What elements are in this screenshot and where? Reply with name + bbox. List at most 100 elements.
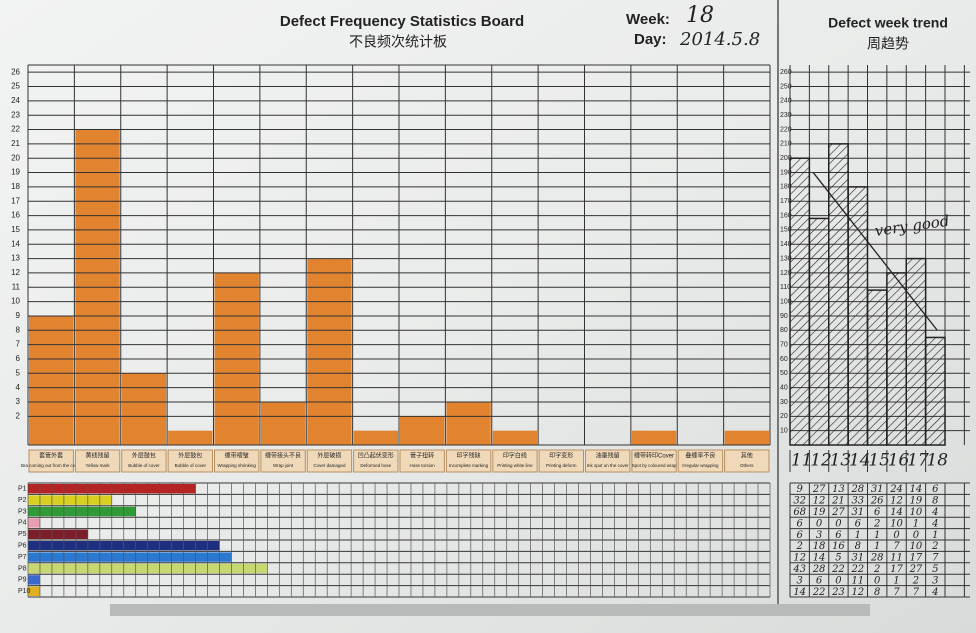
- bar: [28, 552, 232, 562]
- x-tick-label-cn: 缠带转印Cover: [634, 452, 674, 460]
- table-cell: 22: [850, 564, 864, 575]
- table-cell: 18: [813, 541, 826, 552]
- table-cell: 8: [932, 496, 938, 507]
- table-cell: 17: [910, 553, 923, 564]
- table-cell: 1: [874, 541, 880, 552]
- table-cell: 2: [873, 564, 880, 575]
- title: Defect Frequency Statistics Board: [280, 13, 524, 30]
- bar: [28, 529, 88, 539]
- y-tick-label: 90: [780, 313, 788, 320]
- label-card: [677, 449, 724, 473]
- x-tick-label: Ink spot on the cover: [587, 463, 629, 468]
- x-tick-label-cn: 油墨残留: [596, 452, 620, 460]
- table-cell: 14: [890, 507, 903, 518]
- row-label: P6: [18, 543, 27, 550]
- label-card: [631, 449, 677, 473]
- table-cell: 12: [793, 553, 806, 564]
- y-tick-label: 50: [780, 370, 788, 377]
- y-tick-label: 8: [16, 325, 21, 334]
- y-tick-label: 130: [780, 255, 792, 262]
- y-tick-label: 220: [780, 126, 792, 133]
- label-card: [585, 449, 631, 473]
- table-cell: 19: [813, 507, 826, 518]
- label-card: [492, 449, 538, 473]
- table-cell: 8: [874, 587, 880, 598]
- row-label: P8: [18, 565, 27, 572]
- label-card: [538, 449, 584, 473]
- table-cell: 2: [912, 575, 919, 586]
- x-tick-label-cn: 管子扭转: [410, 452, 434, 460]
- x-tick-label: Incomplete marking: [449, 463, 489, 468]
- table-cell: 12: [813, 496, 826, 507]
- table-cell: 11: [890, 553, 903, 564]
- table-cell: 1: [855, 530, 861, 541]
- x-tick-label-cn: 外层鼓包: [132, 452, 156, 460]
- bar: [29, 315, 74, 445]
- y-tick-label: 110: [780, 284, 791, 291]
- label-card: [399, 449, 445, 473]
- table-cell: 24: [889, 484, 903, 495]
- bar: [121, 373, 167, 445]
- y-tick-label: 17: [11, 196, 20, 205]
- table-cell: 2: [796, 541, 803, 552]
- bar: [905, 257, 927, 446]
- table-cell: 4: [931, 518, 938, 529]
- bar: [886, 272, 907, 446]
- y-tick-label: 30: [780, 399, 788, 406]
- table-cell: 14: [813, 553, 826, 564]
- y-tick-label: 250: [780, 83, 792, 90]
- x-tick-label-cn: 外层鼓包: [178, 452, 202, 460]
- y-tick-label: 160: [780, 212, 792, 219]
- table-cell: 6: [835, 530, 842, 541]
- label-card: [353, 449, 399, 473]
- y-tick-label: 24: [11, 96, 20, 105]
- table-cell: 13: [832, 484, 845, 495]
- table-cell: 17: [890, 564, 903, 575]
- x-tick-label: Bubble of cover: [128, 463, 160, 468]
- x-tick-label: Wrapping shrinking: [217, 463, 256, 468]
- y-tick-label: 100: [780, 298, 792, 305]
- label-card: [214, 449, 260, 473]
- y-tick-label: 2: [16, 411, 21, 420]
- x-tick-label: 15: [868, 451, 890, 471]
- table-cell: 6: [797, 518, 804, 529]
- x-tick-label: Deformed hose: [360, 463, 391, 468]
- bar: [28, 518, 40, 528]
- label-card: [28, 449, 74, 473]
- table-cell: 3: [816, 530, 822, 541]
- day-label: Day:: [634, 31, 667, 48]
- bar: [492, 430, 538, 445]
- table-cell: 2: [873, 518, 880, 529]
- trend-line: [812, 172, 938, 331]
- table-cell: 33: [851, 496, 864, 507]
- label-card: [306, 449, 353, 473]
- x-tick-label: 16: [888, 451, 910, 471]
- table-cell: 9: [797, 484, 804, 495]
- row-label: P9: [18, 577, 27, 584]
- x-tick-label-cn: 叠缠率不良: [685, 452, 715, 460]
- y-tick-label: 40: [780, 384, 788, 391]
- y-tick-label: 15: [11, 225, 20, 234]
- x-tick-label: Printing deform: [546, 463, 577, 468]
- label-card: [74, 449, 121, 473]
- y-tick-label: 4: [16, 383, 21, 392]
- table-cell: 5: [932, 564, 938, 575]
- table-cell: 12: [890, 496, 903, 507]
- row-label: P2: [18, 497, 27, 504]
- table-cell: 14: [793, 587, 806, 598]
- y-tick-label: 13: [11, 254, 20, 263]
- y-tick-label: 190: [780, 169, 792, 176]
- table-cell: 27: [909, 564, 923, 575]
- table-cell: 4: [931, 587, 938, 598]
- x-tick-label: Printing white line: [497, 463, 533, 468]
- x-tick-label: Others: [740, 463, 754, 468]
- table-cell: 1: [893, 575, 899, 586]
- label-card: [260, 449, 306, 473]
- table-cell: 6: [797, 530, 804, 541]
- y-tick-label: 140: [780, 241, 792, 248]
- week-label: Week:: [626, 11, 670, 28]
- table-cell: 23: [831, 587, 845, 598]
- table-cell: 6: [816, 575, 823, 586]
